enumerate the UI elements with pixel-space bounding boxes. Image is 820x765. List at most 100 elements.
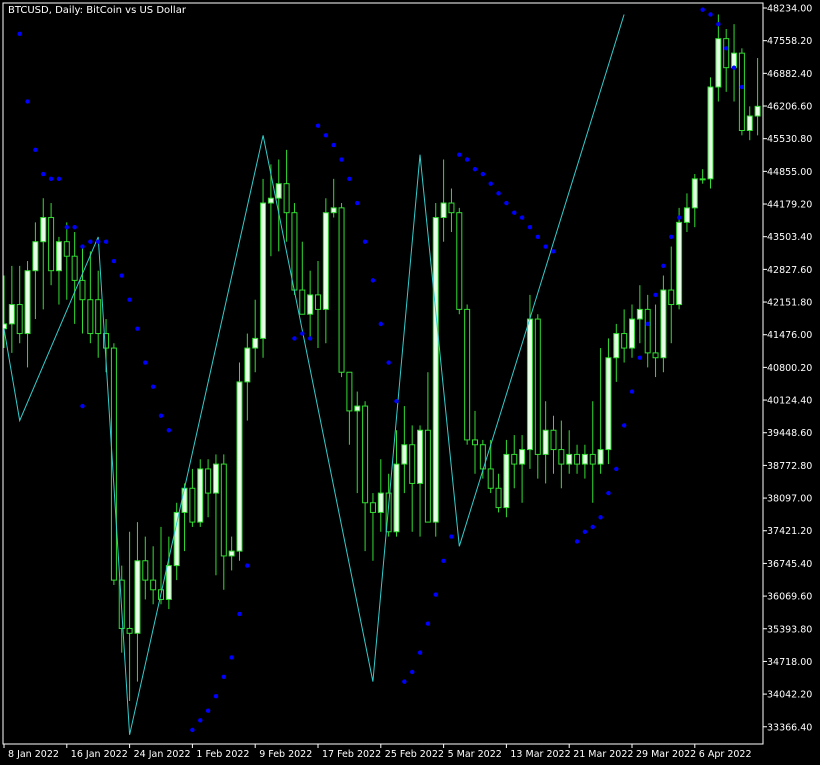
candle [110, 343, 117, 585]
psar-dot [410, 669, 415, 675]
psar-dot [119, 273, 124, 278]
candle [205, 459, 212, 518]
candle-body-bear [299, 289, 306, 315]
candle-body-bear [150, 579, 157, 591]
candle-body-bull [754, 105, 761, 117]
x-tick-label: 5 Mar 2022 [448, 749, 502, 760]
psar-dot [135, 326, 140, 331]
psar-dot [653, 292, 658, 298]
y-tick-label: 33366.40 [767, 722, 812, 733]
psar-dot [504, 200, 509, 206]
candle-body-bear [424, 429, 431, 523]
candle [715, 14, 722, 102]
candle-body-bull [613, 333, 620, 359]
candle-body-bull [212, 463, 219, 494]
psar-dot [41, 171, 46, 177]
psar-dot [362, 239, 368, 244]
psar-dot [378, 321, 383, 327]
candle-body-bull [526, 318, 533, 451]
psar-dot [221, 674, 226, 680]
candle-body-bear [338, 207, 345, 373]
candle [487, 439, 494, 494]
candle-body-bear [16, 304, 23, 335]
candle-body-bull [699, 178, 706, 181]
y-tick-label: 40800.20 [767, 363, 812, 374]
candle [24, 261, 31, 368]
candle-body-bull [715, 38, 722, 88]
y-tick-label: 37421.20 [767, 526, 812, 537]
candle [676, 207, 683, 310]
y-tick-label: 35393.80 [767, 624, 812, 635]
candle [519, 435, 526, 503]
candle [173, 502, 180, 581]
psar-dot [527, 224, 533, 230]
candle-body-bear [87, 299, 94, 335]
candle-body-bull [519, 449, 526, 465]
psar-dot [33, 147, 38, 153]
psar-dot [56, 176, 62, 182]
candle [707, 77, 714, 189]
candle-body-bear [487, 468, 494, 489]
candle-body-bear [142, 560, 149, 581]
psar-dot [355, 200, 360, 206]
y-tick-label: 34042.20 [767, 690, 812, 701]
candle [275, 159, 282, 252]
candle-body-bear [63, 241, 70, 257]
candle [393, 430, 400, 537]
y-tick-label: 40124.40 [767, 396, 812, 407]
candle-body-bear [283, 183, 290, 214]
candle-body-bear [668, 289, 675, 306]
candle [369, 493, 376, 561]
candle-body-bear [315, 294, 321, 310]
psar-dot [724, 46, 729, 51]
candle-body-bull [566, 453, 573, 465]
candle [644, 294, 651, 368]
psar-dot [315, 123, 321, 128]
psar-dot [425, 621, 431, 626]
psar-dot [676, 215, 682, 220]
candle [283, 149, 290, 242]
candle-body-bear [456, 212, 463, 310]
candle-body-bear [511, 453, 518, 465]
candle-body-bull [275, 183, 282, 199]
psar-dot [417, 650, 423, 655]
candle-body-bull [330, 207, 337, 214]
psar-dot [300, 331, 305, 336]
candle [212, 454, 219, 576]
candle [71, 232, 78, 324]
candle-body-bull [197, 468, 204, 523]
candle-body-bull [393, 463, 400, 533]
candle [134, 522, 141, 682]
y-tick-label: 44179.20 [767, 200, 812, 211]
candle-body-bear [95, 299, 102, 335]
y-tick-label: 42827.60 [767, 265, 812, 276]
candle-body-bull [401, 444, 408, 465]
candle [456, 207, 463, 315]
psar-dot [143, 360, 148, 365]
candle [754, 57, 761, 136]
candle [746, 106, 753, 141]
y-tick-label: 47558.20 [767, 36, 812, 47]
psar-dot [669, 234, 674, 240]
candle-body-bull [8, 304, 15, 325]
candle [228, 536, 235, 571]
candle-body-bear [738, 52, 745, 132]
psar-dot [394, 399, 399, 404]
candle [299, 241, 306, 315]
candle [87, 251, 94, 344]
candle [267, 164, 274, 257]
candle [660, 275, 667, 373]
psar-dot [629, 389, 635, 394]
zigzag-line [3, 14, 625, 735]
psar-dot [700, 7, 705, 12]
psar-dot [488, 181, 493, 186]
candle-body-bear [723, 38, 730, 69]
candle-body-bull [542, 429, 549, 455]
candle-body-bear [79, 279, 86, 301]
plot-area[interactable] [2, 7, 820, 735]
psar-dot [739, 84, 745, 90]
candle-body-bull [244, 347, 251, 383]
candle [8, 265, 15, 353]
candle-body-bull [40, 217, 47, 243]
